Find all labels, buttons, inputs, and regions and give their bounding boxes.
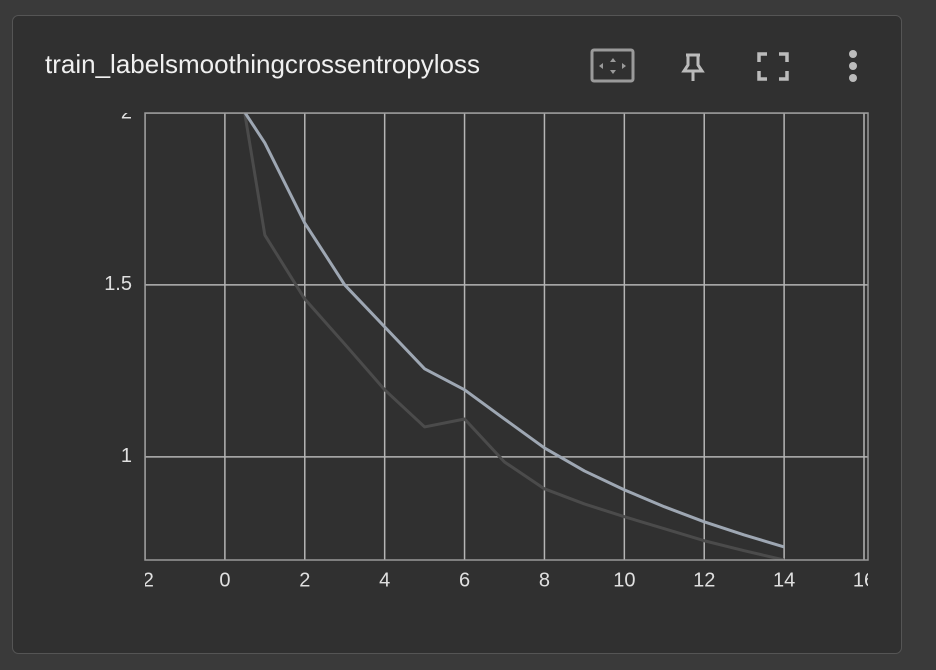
chart-title: train_labelsmoothingcrossentropyloss	[45, 49, 480, 79]
x-tick-label: 12	[693, 569, 715, 591]
x-tick-label: 10	[613, 569, 635, 591]
series-line	[243, 113, 785, 549]
x-tick-label: -2	[136, 569, 154, 591]
x-tick-label: 4	[379, 569, 390, 591]
x-tick-label: 14	[773, 569, 795, 591]
y-tick-label: 1	[121, 445, 132, 467]
x-tick-label: 16	[853, 569, 875, 591]
y-tick-label: 1.5	[104, 273, 132, 295]
x-tick-label: 6	[459, 569, 470, 591]
plot-frame	[144, 112, 869, 561]
pin-button[interactable]	[681, 53, 705, 81]
card	[12, 15, 902, 654]
x-tick-label: 2	[299, 569, 310, 591]
fullscreen-button[interactable]	[757, 52, 789, 81]
x-tick-label: 8	[539, 569, 550, 591]
more-menu-button[interactable]	[849, 50, 857, 82]
y-tick-label: 2	[121, 101, 132, 123]
fit-domain-button[interactable]	[590, 48, 635, 83]
series-line	[243, 113, 785, 560]
x-tick-label: 0	[219, 569, 230, 591]
